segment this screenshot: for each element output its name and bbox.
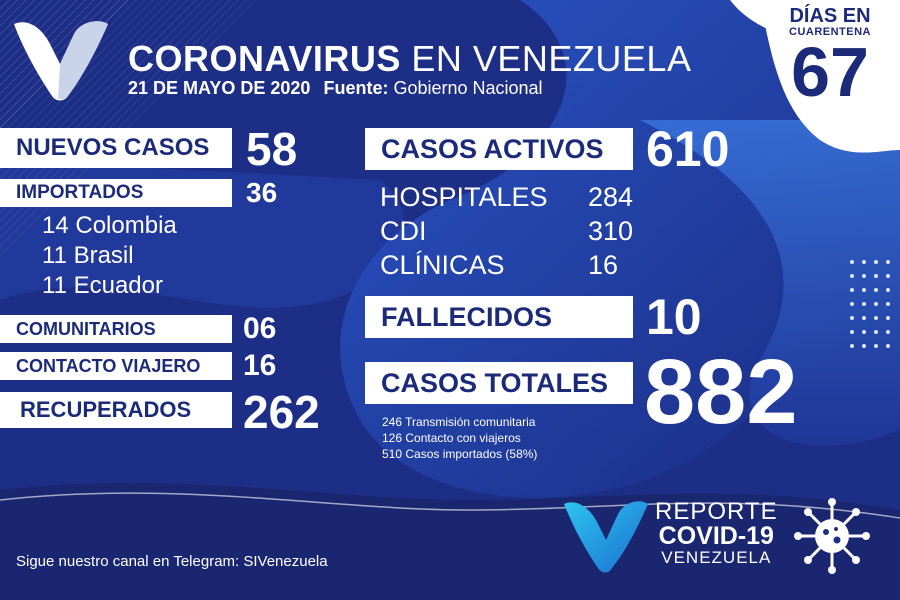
importados-label: IMPORTADOS [0, 179, 232, 207]
quarantine-line2: CUARENTENA [789, 26, 871, 38]
fallecidos-value: 10 [646, 289, 702, 345]
location-name: CDI [380, 216, 427, 246]
page-title: CORONAVIRUS EN VENEZUELA [128, 38, 691, 80]
v-logo-icon [14, 21, 108, 101]
virus-icon [794, 498, 870, 574]
location-value: 16 [588, 250, 619, 280]
contacto-viajero-value: 16 [243, 349, 277, 382]
source-label: Fuente: [323, 78, 389, 98]
brand-line3: VENEZUELA [661, 548, 772, 567]
brand-line2: COVID-19 [658, 522, 774, 550]
v-logo-icon [564, 501, 648, 573]
quarantine-line1: DÍAS EN [789, 5, 871, 27]
nuevos-casos-label: NUEVOS CASOS [0, 128, 232, 168]
quarantine-counter: DÍAS EN CUARENTENA 67 [775, 5, 885, 112]
comunitarios-label: COMUNITARIOS [0, 315, 232, 343]
location-value: 310 [588, 216, 634, 246]
breakdown-line: 246 Transmisión comunitaria [382, 415, 536, 429]
breakdown-line: 126 Contacto con viajeros [382, 431, 521, 445]
casos-activos-value: 610 [646, 121, 730, 177]
casos-totales-label: CASOS TOTALES [365, 362, 633, 404]
recuperados-label: RECUPERADOS [0, 392, 232, 428]
location-name: CLÍNICAS [380, 250, 505, 280]
title-bold: CORONAVIRUS [128, 38, 401, 79]
importados-value: 36 [246, 177, 278, 208]
casos-activos-label: CASOS ACTIVOS [365, 128, 633, 170]
casos-totales-value: 882 [644, 341, 798, 443]
contacto-viajero-label: CONTACTO VIAJERO [0, 352, 232, 380]
dateline: 21 DE MAYO DE 2020 Fuente: Gobierno Naci… [128, 78, 543, 99]
source-value: Gobierno Nacional [393, 78, 543, 98]
telegram-footer: Sigue nuestro canal en Telegram: SIVenez… [16, 553, 328, 570]
location-value: 284 [588, 182, 634, 212]
report-date: 21 DE MAYO DE 2020 [128, 78, 311, 98]
title-thin: EN VENEZUELA [411, 38, 692, 79]
brand-block: REPORTE COVID-19 VENEZUELA [655, 498, 778, 567]
quarantine-days: 67 [791, 33, 869, 112]
importados-detail-item: 14 Colombia [42, 212, 177, 239]
fallecidos-label: FALLECIDOS [365, 296, 633, 338]
brand-line1: REPORTE [655, 498, 778, 525]
importados-detail-item: 11 Brasil [42, 242, 134, 269]
recuperados-value: 262 [243, 386, 320, 438]
comunitarios-value: 06 [243, 312, 277, 345]
nuevos-casos-value: 58 [246, 123, 298, 175]
breakdown-line: 510 Casos importados (58%) [382, 447, 538, 461]
importados-detail-item: 11 Ecuador [42, 272, 163, 299]
location-name: HOSPITALES [380, 182, 548, 212]
